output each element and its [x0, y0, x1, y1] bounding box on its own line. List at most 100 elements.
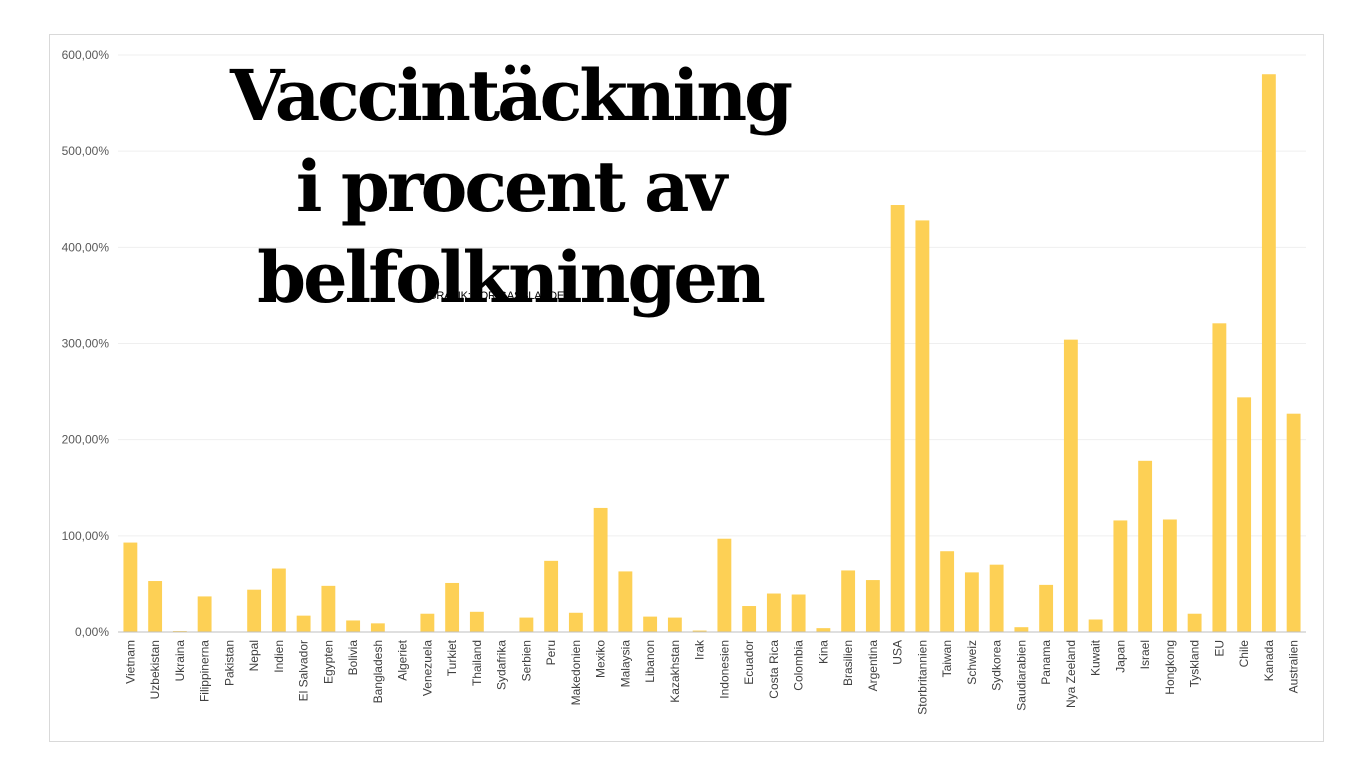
x-tick-label: Panama [1039, 640, 1053, 685]
bar-mexiko [593, 507, 608, 632]
bar-vietnam [123, 542, 138, 632]
bar-eu [1212, 323, 1227, 632]
x-tick-label: Japan [1113, 640, 1127, 673]
bar-japan [1113, 520, 1128, 632]
x-tick-label: Hongkong [1163, 640, 1177, 695]
bar-filippinerna [197, 596, 212, 632]
x-tick-label: Kina [816, 640, 830, 664]
x-tick-label: Serbien [519, 640, 533, 681]
bar-makedonien [568, 612, 583, 632]
bar-egypten [321, 585, 336, 632]
x-tick-label: Malaysia [618, 640, 632, 688]
y-tick-label: 100,00% [62, 529, 110, 543]
x-axis-ticks: Vietnam Uzbekistan Ukraina Filippinerna Paki… [123, 639, 1300, 715]
x-tick-label: Indonesien [717, 640, 731, 699]
bars [123, 74, 1301, 633]
bar-schweiz [964, 572, 979, 632]
x-tick-label: Vietnam [123, 640, 137, 684]
chart-title: Vaccintäckning i procent av belfolkninge… [200, 50, 820, 323]
bar-serbien [519, 617, 534, 632]
x-tick-label: Sydkorea [990, 640, 1004, 691]
x-tick-label: Ecuador [742, 640, 756, 685]
x-tick-label: Taiwan [940, 640, 954, 677]
x-tick-label: Bangladesh [371, 640, 385, 703]
gridlines [118, 54, 1306, 537]
bar-brasilien [841, 570, 856, 632]
x-tick-label: Nya Zeeland [1064, 640, 1078, 708]
bar-bolivia [346, 620, 361, 632]
x-tick-label: Sydafrika [495, 640, 509, 690]
bar-tyskland [1187, 613, 1202, 632]
x-tick-label: Saudiarabien [1014, 640, 1028, 711]
x-tick-label: Brasilien [841, 640, 855, 686]
y-tick-label: 0,00% [75, 625, 109, 639]
bar-kuwait [1088, 619, 1103, 632]
x-tick-label: Pakistan [222, 640, 236, 686]
x-tick-label: Filippinerna [198, 640, 212, 702]
x-tick-label: Colombia [792, 640, 806, 691]
x-tick-label: Turkiet [445, 639, 459, 676]
chart-frame [49, 34, 1324, 742]
x-tick-label: Makedonien [569, 640, 583, 705]
x-tick-label: Egypten [321, 640, 335, 684]
bar-australien [1286, 413, 1301, 632]
x-tick-label: USA [891, 640, 905, 665]
bar-kina [816, 628, 831, 632]
bar-indien [271, 568, 286, 632]
bar-costa-rica [766, 593, 781, 632]
y-tick-label: 600,00% [62, 48, 110, 62]
x-tick-label: Schweiz [965, 640, 979, 685]
bar-libanon [643, 616, 658, 632]
bar-panama [1039, 584, 1054, 632]
x-tick-label: Peru [544, 640, 558, 665]
x-tick-label: El Salvador [297, 640, 311, 701]
x-tick-label: Kuwait [1089, 639, 1103, 676]
bar-kanada [1261, 74, 1276, 633]
bar-nya-zeeland [1063, 339, 1078, 632]
x-tick-label: Mexiko [594, 640, 608, 678]
x-tick-label: Irak [693, 639, 707, 660]
chart-title-line-1: Vaccintäckning [229, 54, 793, 137]
x-tick-label: Thailand [470, 640, 484, 686]
bar-hongkong [1162, 519, 1177, 632]
y-tick-label: 500,00% [62, 144, 110, 158]
y-axis-ticks: 0,00% 100,00% 200,00% 300,00% 400,00% 500,00%… [62, 48, 110, 639]
bar-israel [1138, 460, 1153, 632]
x-tick-label: Nepal [247, 640, 261, 671]
x-tick-label: Algeriet [396, 639, 410, 680]
graphic-credit: GRAFIK: TOR GASSLANDER. [428, 290, 575, 302]
bar-sydkorea [989, 564, 1004, 632]
y-tick-label: 200,00% [62, 433, 110, 447]
bar-kazakhstan [667, 617, 682, 632]
x-tick-label: Tyskland [1188, 640, 1202, 687]
bar-indonesien [717, 538, 732, 632]
x-tick-label: Libanon [643, 640, 657, 683]
bar-taiwan [940, 551, 955, 632]
bar-el-salvador [296, 615, 311, 632]
x-tick-label: EU [1212, 640, 1226, 657]
bar-thailand [469, 611, 484, 632]
x-tick-label: Bolivia [346, 640, 360, 676]
x-tick-label: Kazakhstan [668, 640, 682, 703]
bar-peru [544, 560, 559, 632]
bar-storbritannien [915, 220, 930, 632]
bar-nepal [247, 589, 262, 632]
x-tick-label: Argentina [866, 640, 880, 692]
x-tick-label: Indien [272, 640, 286, 673]
chart-title-line-2: i procent av [295, 145, 727, 228]
x-tick-label: Israel [1138, 640, 1152, 669]
bar-malaysia [618, 571, 633, 632]
bar-uzbekistan [148, 581, 163, 632]
x-tick-label: Ukraina [173, 640, 187, 682]
bar-usa [890, 205, 905, 632]
x-tick-label: Australien [1287, 640, 1301, 693]
bar-argentina [865, 580, 880, 632]
bar-venezuela [420, 613, 435, 632]
chart-title-line-3: belfolkningen [257, 236, 766, 319]
x-tick-label: Kanada [1262, 640, 1276, 682]
bar-ecuador [742, 606, 757, 632]
y-tick-label: 300,00% [62, 337, 110, 351]
x-tick-label: Venezuela [420, 640, 434, 696]
bar-chile [1237, 397, 1252, 632]
